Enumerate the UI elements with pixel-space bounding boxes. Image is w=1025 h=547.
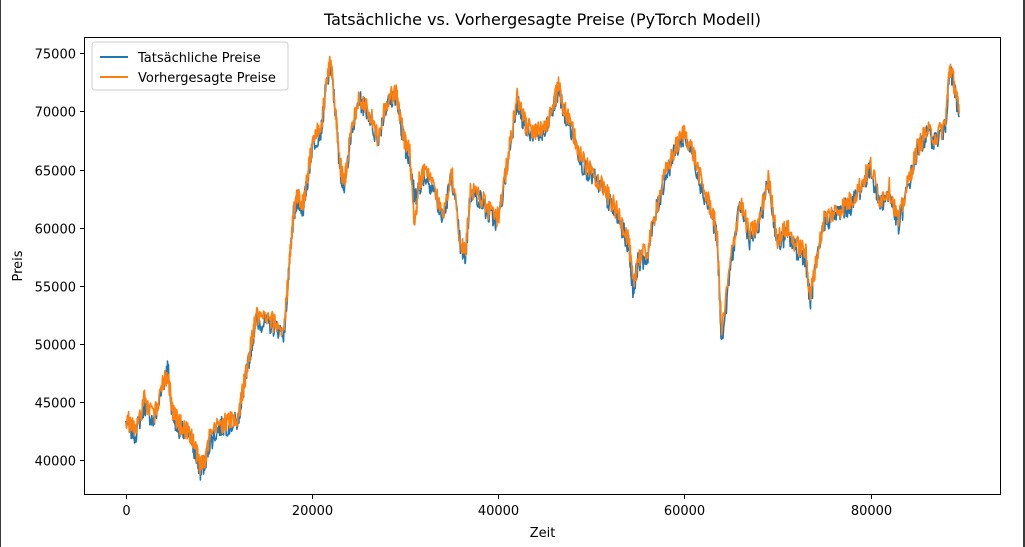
y-tick-label: 70000 (35, 106, 76, 121)
y-tick-label: 75000 (35, 48, 76, 63)
x-tick-label: 80000 (851, 504, 892, 519)
window-right-edge (1023, 0, 1025, 547)
legend-label-predicted: Vorhergesagte Preise (138, 71, 276, 86)
chart-title: Tatsächliche vs. Vorhergesagte Preise (P… (323, 10, 761, 29)
y-tick-label: 45000 (35, 397, 76, 412)
y-axis: 40000 45000 50000 55000 60000 65000 70000 75000 (35, 48, 84, 470)
y-tick-label: 40000 (35, 455, 76, 470)
x-tick-label: 40000 (478, 504, 519, 519)
x-tick-label: 0 (122, 504, 130, 519)
legend-box (91, 41, 289, 91)
x-tick-label: 20000 (292, 504, 333, 519)
y-tick-label: 50000 (35, 339, 76, 354)
series-layer (125, 55, 960, 481)
plot-frame (84, 37, 1001, 495)
y-tick-label: 60000 (35, 223, 76, 238)
plot-area (84, 37, 1001, 495)
window-left-edge (0, 0, 1, 547)
legend-label-actual: Tatsächliche Preise (137, 51, 261, 66)
x-tick-label: 60000 (664, 504, 705, 519)
legend: Tatsächliche Preise Vorhergesagte Preise (91, 41, 289, 91)
y-tick-label: 55000 (35, 281, 76, 296)
x-axis-label: Zeit (530, 526, 556, 541)
series-line-predicted (125, 55, 960, 476)
y-axis-label: Preis (11, 250, 26, 281)
y-tick-label: 65000 (35, 165, 76, 180)
x-axis: 0 20000 40000 60000 80000 (122, 495, 892, 519)
